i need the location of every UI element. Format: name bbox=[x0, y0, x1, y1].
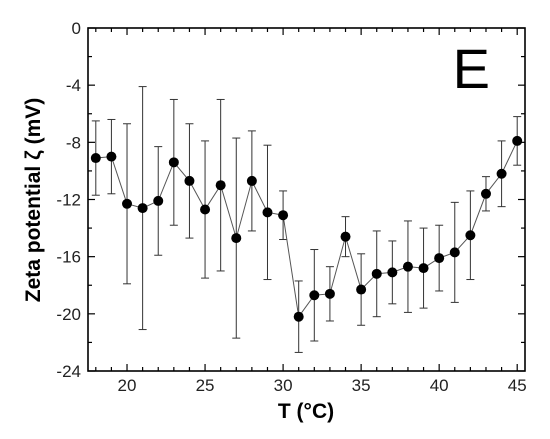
data-point bbox=[184, 175, 195, 186]
y-tick-label: -20 bbox=[56, 305, 81, 324]
data-point bbox=[402, 261, 413, 272]
data-point bbox=[324, 288, 335, 299]
y-tick-label: -12 bbox=[56, 191, 81, 210]
data-points bbox=[90, 135, 523, 322]
data-point bbox=[293, 311, 304, 322]
x-tick-label: 40 bbox=[430, 376, 449, 395]
data-point bbox=[496, 168, 507, 179]
error-bars bbox=[91, 86, 522, 353]
x-tick-label: 20 bbox=[118, 376, 137, 395]
x-tick-label: 30 bbox=[274, 376, 293, 395]
data-point bbox=[168, 157, 179, 168]
data-point bbox=[356, 284, 367, 295]
series-line bbox=[95, 140, 518, 318]
data-point bbox=[309, 290, 320, 301]
data-point bbox=[122, 198, 133, 209]
y-tick-label: -24 bbox=[56, 362, 81, 381]
data-point bbox=[106, 151, 117, 162]
x-tick-label: 35 bbox=[352, 376, 371, 395]
data-point bbox=[215, 180, 226, 191]
data-point bbox=[434, 253, 445, 264]
x-axis-title: T (°C) bbox=[278, 400, 334, 423]
data-point bbox=[90, 153, 101, 164]
data-point bbox=[262, 207, 273, 218]
data-point bbox=[449, 247, 460, 258]
y-tick-label: -4 bbox=[66, 76, 81, 95]
data-point bbox=[231, 233, 242, 244]
data-point bbox=[371, 268, 382, 279]
y-tick-label: -16 bbox=[56, 248, 81, 267]
panel-label: E bbox=[453, 37, 490, 100]
data-point bbox=[153, 195, 164, 206]
x-tick-label: 25 bbox=[196, 376, 215, 395]
data-point bbox=[480, 188, 491, 199]
y-tick-label: -8 bbox=[66, 133, 81, 152]
data-point bbox=[465, 230, 476, 241]
y-tick-label: 0 bbox=[72, 19, 81, 38]
data-point bbox=[387, 267, 398, 278]
x-tick-label: 45 bbox=[508, 376, 527, 395]
axis-ticks: 20 25 30 35 40 45 0 -4 -8 -12 -16 -20 -24 bbox=[56, 19, 526, 395]
data-point bbox=[137, 203, 148, 214]
y-axis-title: Zeta potential ζ (mV) bbox=[22, 98, 45, 303]
data-point bbox=[246, 175, 257, 186]
data-point bbox=[200, 204, 211, 215]
data-point bbox=[278, 210, 289, 221]
data-point bbox=[512, 135, 523, 146]
data-point bbox=[418, 263, 429, 274]
data-point bbox=[340, 231, 351, 242]
